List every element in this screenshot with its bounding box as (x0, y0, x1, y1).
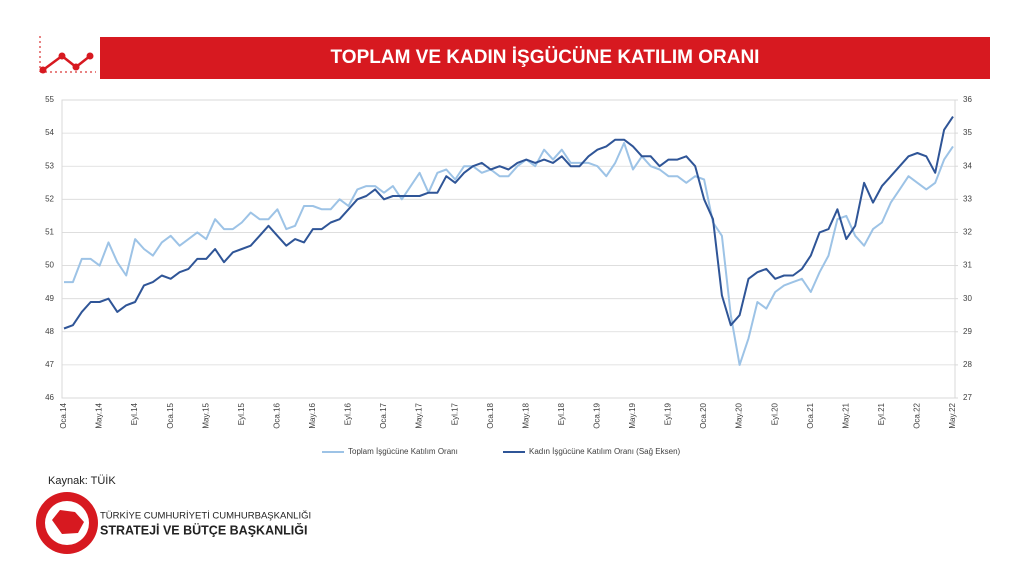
x-tick-label: May.19 (628, 402, 637, 428)
y-tick-label: 48 (45, 327, 54, 336)
x-tick-label: Oca.19 (593, 402, 602, 428)
org-line2: STRATEJİ VE BÜTÇE BAŞKANLIĞI (100, 522, 307, 537)
header-icon (39, 36, 96, 74)
x-tick-label: May.17 (415, 402, 424, 428)
y2-tick-label: 34 (963, 161, 972, 170)
y2-tick-label: 36 (963, 95, 972, 104)
y2-tick-label: 28 (963, 360, 972, 369)
x-tick-label: Eyl.20 (770, 402, 779, 425)
chart-title: TOPLAM VE KADIN İŞGÜCÜNE KATILIM ORANI (331, 47, 760, 68)
x-tick-label: May.16 (308, 402, 317, 428)
x-tick-label: Oca.21 (806, 402, 815, 428)
title-bar (100, 37, 990, 79)
series-line (64, 142, 954, 366)
y2-tick-label: 29 (963, 327, 972, 336)
y2-tick-label: 30 (963, 294, 972, 303)
y-tick-label: 50 (45, 261, 54, 270)
y-tick-label: 52 (45, 194, 54, 203)
x-tick-label: Oca.16 (272, 402, 281, 428)
x-tick-label: Oca.18 (486, 402, 495, 428)
x-tick-label: Oca.22 (913, 402, 922, 428)
x-tick-label: Eyl.21 (877, 402, 886, 425)
x-tick-label: May.18 (521, 402, 530, 428)
x-tick-label: Oca.14 (59, 402, 68, 428)
x-tick-label: Eyl.17 (450, 402, 459, 425)
y2-tick-label: 32 (963, 228, 972, 237)
legend-label: Kadın İşgücüne Katılım Oranı (Sağ Eksen) (529, 447, 681, 456)
y-tick-label: 55 (45, 95, 54, 104)
x-tick-label: Eyl.19 (664, 402, 673, 425)
x-tick-label: Eyl.16 (344, 402, 353, 425)
x-tick-label: May.15 (201, 402, 210, 428)
y-tick-label: 46 (45, 393, 54, 402)
y2-tick-label: 31 (963, 261, 972, 270)
x-tick-label: May.20 (735, 402, 744, 428)
y-tick-label: 53 (45, 161, 54, 170)
series-line (63, 116, 954, 330)
chart: 46 47 48 49 50 51 52 53 54 55 27 28 29 30 31 32 33 34 35 36… (45, 95, 972, 456)
x-tick-label: Eyl.14 (130, 402, 139, 425)
y-tick-label: 51 (45, 228, 54, 237)
x-tick-label: Oca.17 (379, 402, 388, 428)
x-tick-label: Oca.15 (166, 402, 175, 428)
source: Kaynak: TÜİK (48, 474, 116, 487)
x-tick-label: May.21 (841, 402, 850, 428)
x-tick-label: Oca.20 (699, 402, 708, 428)
y-tick-label: 54 (45, 128, 54, 137)
y2-tick-label: 33 (963, 194, 972, 203)
legend-label: Toplam İşgücüne Katılım Oranı (348, 447, 458, 456)
y2-tick-label: 35 (963, 128, 972, 137)
y-tick-label: 49 (45, 294, 54, 303)
x-tick-label: Eyl.15 (237, 402, 246, 425)
org-line1: TÜRKİYE CUMHURİYETİ CUMHURBAŞKANLIĞI (100, 511, 311, 522)
x-tick-label: May.22 (948, 402, 957, 428)
x-tick-label: May.14 (95, 402, 104, 428)
y2-tick-label: 27 (963, 393, 972, 402)
logo (36, 492, 98, 554)
x-tick-label: Eyl.18 (557, 402, 566, 425)
y-tick-label: 47 (45, 360, 54, 369)
